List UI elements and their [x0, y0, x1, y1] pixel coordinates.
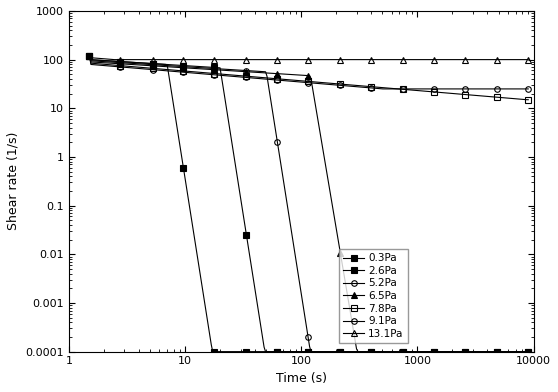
7.8Pa: [86, 53, 93, 58]
5.2Pa: [356, 349, 363, 354]
2.6Pa: [349, 349, 355, 354]
6.5Pa: [355, 349, 362, 354]
5.2Pa: [349, 349, 355, 354]
13.1Pa: [356, 57, 363, 62]
0.3Pa: [485, 349, 492, 354]
Line: 5.2Pa: 5.2Pa: [89, 56, 528, 352]
5.2Pa: [485, 349, 492, 354]
5.2Pa: [347, 349, 354, 354]
2.6Pa: [88, 57, 94, 62]
Y-axis label: Shear rate (1/s): Shear rate (1/s): [7, 132, 20, 230]
Line: 2.6Pa: 2.6Pa: [89, 56, 528, 352]
9.1Pa: [458, 87, 464, 91]
7.8Pa: [355, 83, 362, 88]
6.5Pa: [347, 312, 354, 316]
9.1Pa: [355, 85, 362, 89]
6.5Pa: [88, 60, 94, 64]
5.2Pa: [86, 53, 93, 58]
0.3Pa: [525, 349, 532, 354]
Line: 6.5Pa: 6.5Pa: [89, 56, 528, 352]
9.1Pa: [346, 84, 353, 89]
5.2Pa: [458, 349, 464, 354]
7.8Pa: [484, 94, 490, 99]
0.3Pa: [86, 53, 93, 58]
13.1Pa: [458, 57, 464, 62]
2.6Pa: [458, 349, 464, 354]
0.3Pa: [356, 349, 363, 354]
2.6Pa: [86, 53, 93, 58]
6.5Pa: [458, 349, 464, 354]
13.1Pa: [349, 57, 355, 62]
Legend: 0.3Pa, 2.6Pa, 5.2Pa, 6.5Pa, 7.8Pa, 9.1Pa, 13.1Pa: 0.3Pa, 2.6Pa, 5.2Pa, 6.5Pa, 7.8Pa, 9.1Pa…: [339, 249, 408, 343]
Line: 13.1Pa: 13.1Pa: [89, 56, 528, 60]
6.5Pa: [485, 349, 492, 354]
Line: 0.3Pa: 0.3Pa: [89, 56, 528, 352]
7.8Pa: [456, 92, 463, 96]
5.2Pa: [525, 349, 532, 354]
7.8Pa: [347, 83, 354, 87]
0.3Pa: [209, 349, 216, 354]
9.1Pa: [347, 84, 354, 89]
7.8Pa: [346, 82, 353, 87]
13.1Pa: [111, 57, 118, 62]
2.6Pa: [262, 349, 269, 354]
0.3Pa: [347, 349, 354, 354]
13.1Pa: [347, 57, 354, 62]
9.1Pa: [485, 87, 492, 91]
7.8Pa: [525, 97, 532, 102]
0.3Pa: [349, 349, 355, 354]
13.1Pa: [525, 57, 532, 62]
13.1Pa: [86, 53, 93, 58]
Line: 7.8Pa: 7.8Pa: [89, 56, 528, 100]
6.5Pa: [356, 349, 363, 354]
9.1Pa: [88, 62, 94, 67]
7.8Pa: [88, 61, 94, 65]
0.3Pa: [458, 349, 464, 354]
13.1Pa: [485, 57, 492, 62]
2.6Pa: [525, 349, 532, 354]
X-axis label: Time (s): Time (s): [276, 372, 327, 385]
Line: 9.1Pa: 9.1Pa: [89, 56, 528, 89]
5.2Pa: [88, 58, 94, 63]
6.5Pa: [86, 53, 93, 58]
6.5Pa: [346, 303, 353, 308]
0.3Pa: [88, 57, 94, 62]
6.5Pa: [525, 349, 532, 354]
2.6Pa: [347, 349, 354, 354]
9.1Pa: [525, 87, 532, 91]
2.6Pa: [485, 349, 492, 354]
13.1Pa: [88, 55, 94, 60]
5.2Pa: [307, 349, 314, 354]
2.6Pa: [356, 349, 363, 354]
9.1Pa: [86, 53, 93, 58]
9.1Pa: [379, 87, 386, 91]
